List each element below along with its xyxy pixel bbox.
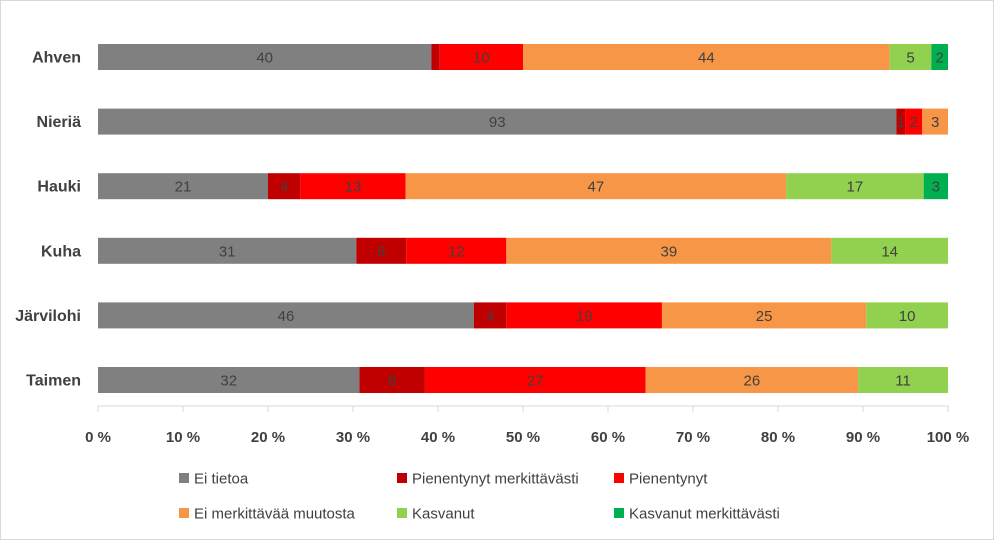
bar-segment [506,237,832,264]
bar-segment [98,367,360,393]
data-label: 44 [698,50,715,67]
x-tick-label: 50 % [506,429,540,446]
bar-segment [889,44,932,70]
data-label: 5 [906,50,914,67]
x-tick-label: 20 % [251,429,285,446]
data-label: 11 [895,373,911,390]
bar-segment [506,302,662,329]
bar-segment [923,173,948,200]
data-label: 25 [756,308,773,325]
category-label: Ahven [32,50,81,67]
data-label: 3 [931,114,939,131]
bar-segment [661,302,867,329]
bar-segment [896,108,906,135]
bar-segment [473,302,507,329]
category-label: Nieriä [37,114,82,131]
bar-segment [424,367,646,393]
bar-segment [98,173,268,200]
data-label: 17 [847,179,864,196]
category-label: Järvilohi [15,308,81,325]
data-label: 19 [576,308,593,325]
data-label: 46 [278,308,295,325]
bar-segment [359,367,425,393]
legend-swatch [614,473,624,483]
data-label: 3 [932,179,940,196]
legend-label: Kasvanut [412,506,475,523]
data-label: 31 [219,243,236,260]
bar-segment [645,367,859,393]
x-tick-label: 10 % [166,429,200,446]
legend-label: Pienentynyt merkittävästi [412,471,579,488]
data-label: 39 [660,243,677,260]
legend-swatch [179,473,189,483]
data-label: 93 [489,114,506,131]
legend-swatch [397,508,407,518]
data-label: 2 [935,50,943,67]
x-tick-label: 80 % [761,429,795,446]
data-label: 47 [588,179,605,196]
bar-segment [831,237,948,264]
bar-segment [786,173,924,200]
data-label: 4 [280,179,288,196]
legend-label: Ei merkittävää muutosta [194,506,356,523]
bar-segment [858,367,948,393]
bar-segment [931,44,948,70]
x-tick-label: 60 % [591,429,625,446]
data-label: 13 [345,179,362,196]
bar-segment [866,302,948,329]
bar-segment [98,237,357,264]
legend-swatch [397,473,407,483]
legend-label: Kasvanut merkittävästi [629,506,780,523]
bar-segment [98,302,474,329]
data-label: 10 [899,308,916,325]
data-label: 27 [527,373,544,390]
data-label: 6 [377,243,385,260]
data-label: 10 [473,50,490,67]
legend-label: Pienentynyt [629,471,708,488]
bar-segment [405,173,787,200]
x-tick-label: 0 % [85,429,111,446]
legend-swatch [179,508,189,518]
bar-segment [300,173,406,200]
legend-swatch [614,508,624,518]
data-label: 1 [897,114,905,131]
data-label: 2 [909,114,917,131]
x-tick-label: 70 % [676,429,710,446]
x-tick-label: 30 % [336,429,370,446]
bar-segment [406,237,507,264]
category-label: Hauki [37,179,81,196]
category-label: Kuha [41,243,81,260]
bar-segment [356,237,407,264]
data-label: 8 [388,373,396,390]
data-label: 40 [256,50,273,67]
data-label: 12 [448,243,465,260]
data-label: 4 [486,308,494,325]
data-label: 26 [744,373,761,390]
legend-label: Ei tietoa [194,471,249,488]
bar-segment [439,44,523,70]
x-tick-label: 100 % [927,429,970,446]
bar-segment [98,44,432,70]
data-label: 32 [220,373,237,390]
bar-segment [922,108,948,135]
bar-segment [523,44,890,70]
data-label: 21 [175,179,192,196]
category-label: Taimen [26,373,81,390]
bar-segment [98,108,897,135]
data-label: 14 [881,243,898,260]
bar-segment [268,173,301,200]
x-tick-label: 40 % [421,429,455,446]
x-tick-label: 90 % [846,429,880,446]
bar-segment [905,108,923,135]
bar-segment [431,44,440,70]
